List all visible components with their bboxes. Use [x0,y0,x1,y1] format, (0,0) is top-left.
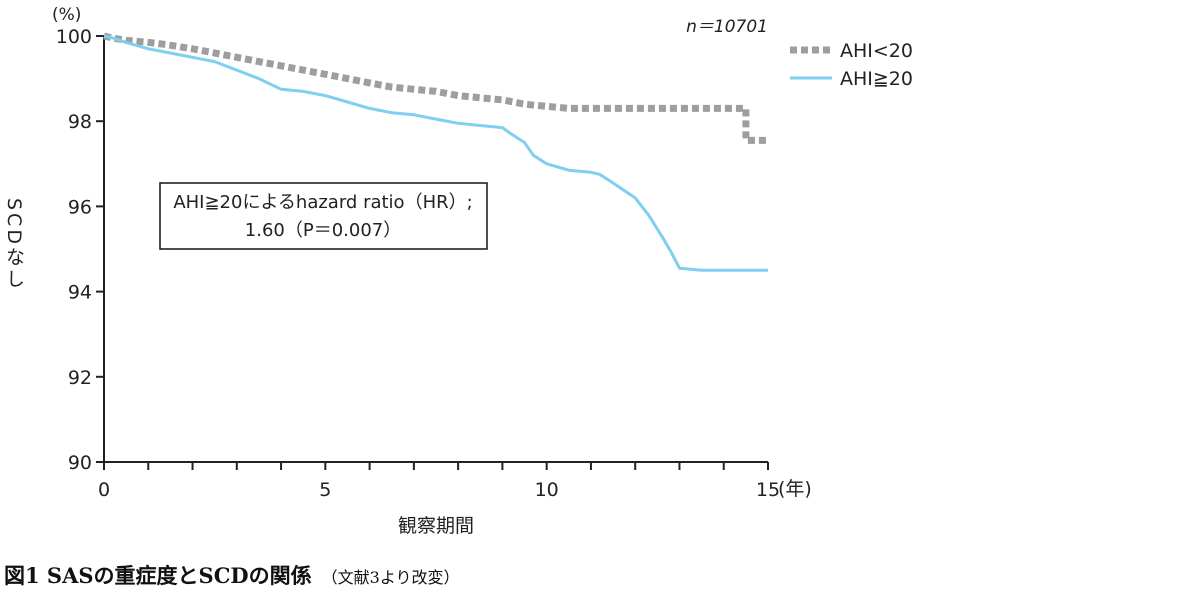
x-unit-label: (年) [778,478,812,500]
hazard-ratio-box-border [159,182,488,250]
x-tick-label: 5 [319,479,331,501]
caption-source: （文献3より改変） [321,568,460,587]
y-tick-label: 92 [68,367,92,389]
y-axis-label: SCDなし [3,198,25,291]
legend-label-ahi-ge-20: AHI≧20 [840,68,913,90]
hazard-ratio-line2: 1.60（P＝0.007） [245,220,401,241]
sample-size-label: n＝10701 [686,17,768,37]
y-ticks: 90 92 94 96 98 100 [56,26,104,474]
y-tick-label: 94 [68,282,92,304]
series-layer [103,32,768,272]
y-tick-label: 96 [68,196,92,218]
x-tick-label: 15 [756,479,780,501]
y-tick-label: 100 [56,26,92,48]
y-tick-label: 90 [68,452,92,474]
legend: AHI<20 AHI≧20 [790,40,913,90]
caption-title: 図1 SASの重症度とSCDの関係 [4,563,312,588]
legend-label-ahi-lt-20: AHI<20 [840,40,913,62]
x-ticks: 0 5 10 15 [98,462,780,501]
hazard-ratio-line1: AHI≧20によるhazard ratio（HR）; [173,192,472,213]
series-line-1 [103,34,768,272]
x-tick-label: 0 [98,479,110,501]
y-tick-label: 98 [68,111,92,133]
x-tick-label: 10 [535,479,559,501]
hazard-ratio-box: AHI≧20によるhazard ratio（HR）; 1.60（P＝0.007） [159,182,488,250]
series-line-0 [103,32,768,144]
y-unit-label: (%) [52,5,81,25]
x-axis-label: 観察期間 [398,515,474,537]
figure-caption: 図1 SASの重症度とSCDの関係 （文献3より改変） [4,560,460,590]
